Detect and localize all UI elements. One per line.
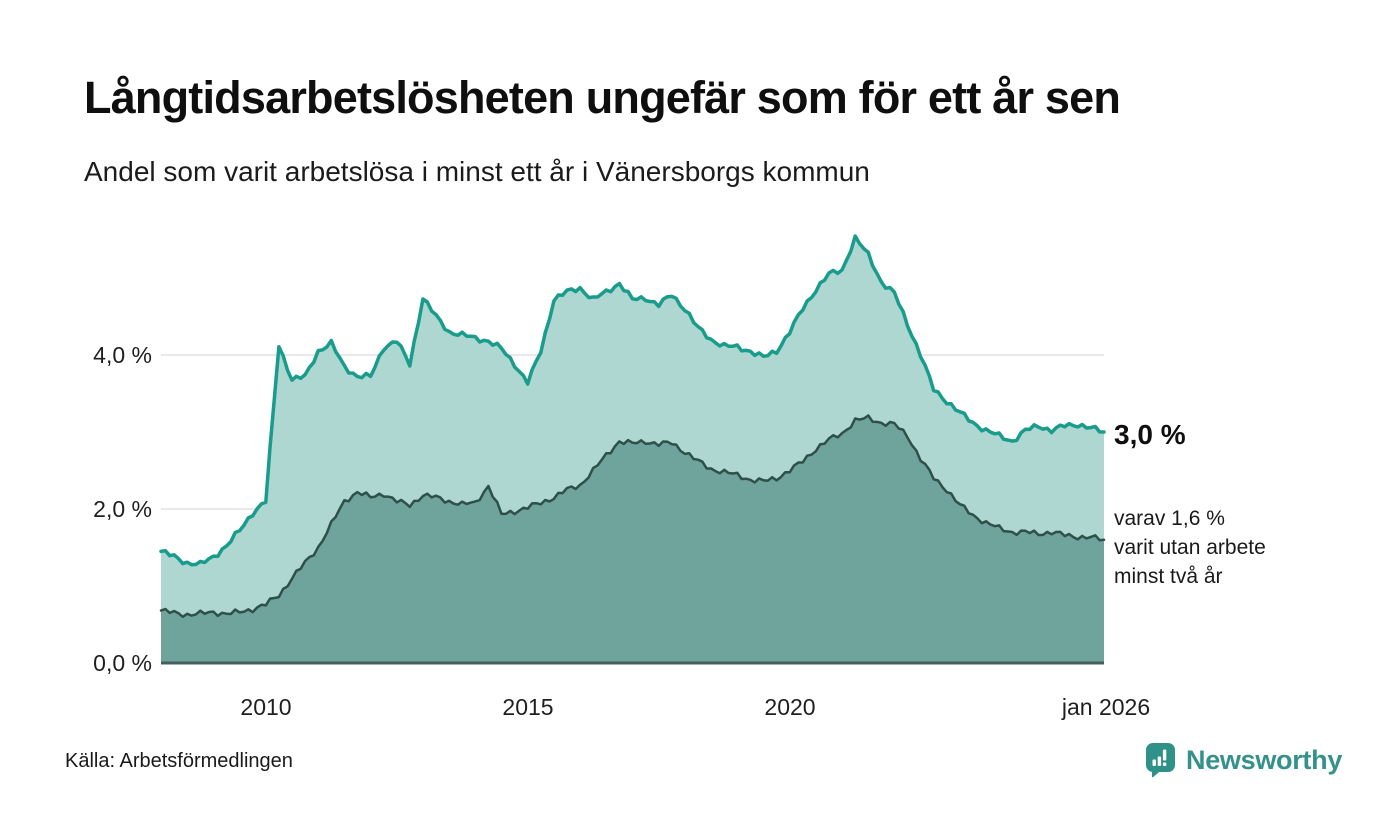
x-axis-label-2020: 2020 xyxy=(764,694,816,720)
newsworthy-logo-icon xyxy=(1146,743,1175,778)
y-axis-label-2pct: 2,0 % xyxy=(93,496,152,522)
end-value-label: 3,0 % xyxy=(1114,419,1186,450)
x-axis-label-2015: 2015 xyxy=(502,694,554,720)
y-axis-label-0pct: 0,0 % xyxy=(93,650,152,676)
x-axis-label-2010: 2010 xyxy=(240,694,292,720)
secondary-annotation-line3: minst två år xyxy=(1114,565,1223,588)
y-axis-label-4pct: 4,0 % xyxy=(93,342,152,368)
newsworthy-logo: Newsworthy xyxy=(1144,742,1342,778)
chart-title: Långtidsarbetslösheten ungefär som för e… xyxy=(84,72,1121,123)
newsworthy-logo-text: Newsworthy xyxy=(1186,744,1343,775)
secondary-annotation: varav 1,6 % varit utan arbete minst två … xyxy=(1114,504,1266,591)
chart-subtitle: Andel som varit arbetslösa i minst ett å… xyxy=(84,156,870,187)
x-axis-label-jan-2026: jan 2026 xyxy=(1061,694,1151,720)
area-chart xyxy=(159,234,1106,665)
source-credit: Källa: Arbetsförmedlingen xyxy=(65,750,293,772)
secondary-annotation-line2: varit utan arbete xyxy=(1114,536,1266,559)
secondary-annotation-line1: varav 1,6 % xyxy=(1114,507,1225,530)
